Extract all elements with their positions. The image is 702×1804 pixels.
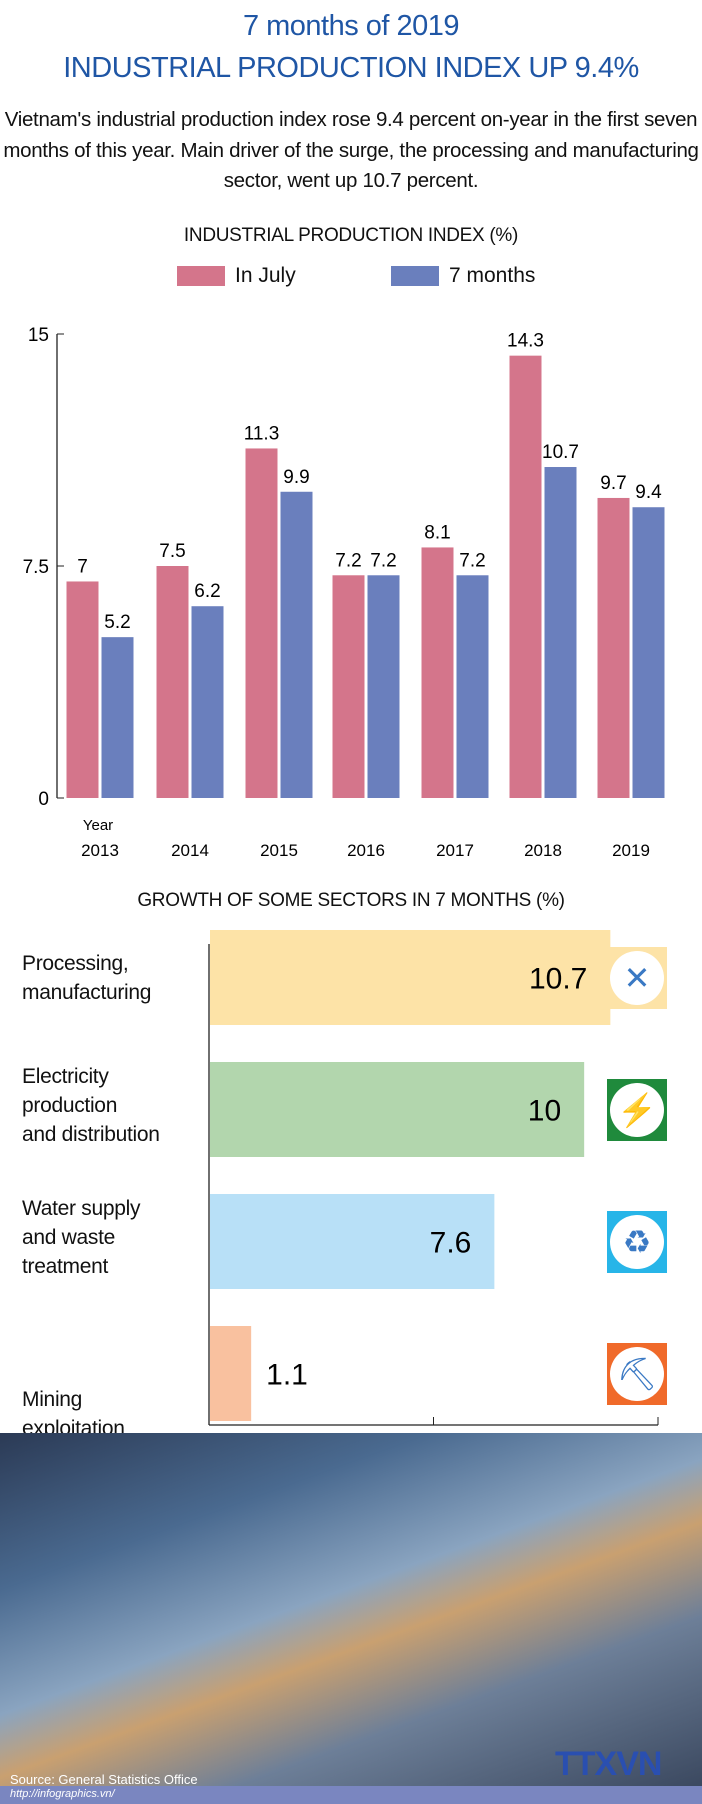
bar-july-2016 — [332, 575, 365, 798]
x-tick-label: 2016 — [347, 841, 385, 860]
data-label: 9.4 — [635, 482, 662, 503]
bar-july-2013 — [66, 581, 99, 798]
legend-swatch — [391, 266, 439, 286]
ttxvn-logo: TTXVN — [555, 1745, 662, 1783]
recycle-icon: ♻ — [607, 1210, 667, 1273]
data-label: 10.7 — [542, 442, 579, 463]
chart2-title: GROWTH OF SOME SECTORS IN 7 MONTHS (%) — [137, 890, 565, 911]
data-label: 1.1 — [266, 1359, 308, 1392]
sector-label-line: treatment — [22, 1255, 109, 1278]
bar-power-plant — [210, 1062, 585, 1157]
data-label: 10.7 — [529, 963, 587, 996]
bar-mine-cart — [210, 1326, 252, 1421]
data-label: 7.5 — [159, 541, 185, 562]
x-tick-label: 2014 — [171, 841, 209, 860]
legend-in-july: In July — [177, 264, 296, 288]
legend-label: 7 months — [449, 264, 536, 287]
factory-photo — [0, 1433, 702, 1804]
title-line-2: INDUSTRIAL PRODUCTION INDEX UP 9.4% — [63, 52, 639, 84]
bar-july-2014 — [156, 566, 189, 798]
bar-july-2015 — [245, 448, 278, 798]
y-tick-label: 0 — [38, 789, 49, 810]
bar-7months-2016 — [367, 575, 400, 798]
chart1-svg: 0 7.5 15 7 5.2 2013 7.5 6.2 2014 11.3 9.9 2015 7.2 7.… — [23, 325, 665, 860]
bar-7months-2019 — [632, 507, 665, 798]
power-plant-icon: ⚡ — [607, 1078, 667, 1141]
bar-7months-2018 — [544, 467, 577, 798]
mine-cart-icon: ⛏ — [607, 1342, 667, 1405]
data-label: 7.2 — [335, 550, 361, 571]
x-tick-label: 2019 — [612, 841, 650, 860]
sector-label: Water supply and waste treatment — [22, 1194, 140, 1281]
bar-tools — [210, 930, 611, 1025]
sector-label-line: production — [22, 1094, 118, 1117]
bar-7months-2017 — [456, 575, 489, 798]
data-label: 9.7 — [600, 473, 626, 494]
data-label: 11.3 — [244, 423, 280, 444]
x-tick-label: 2013 — [81, 841, 119, 860]
data-label: 7 — [77, 556, 88, 577]
data-label: 6.2 — [194, 581, 220, 602]
sector-label-line: manufacturing — [22, 980, 152, 1004]
data-label: 14.3 — [507, 331, 544, 352]
data-label: 7.6 — [430, 1227, 472, 1260]
sector-label-line: and distribution — [22, 1123, 160, 1146]
y-tick-label: 7.5 — [23, 557, 49, 578]
source-text: Source: General Statistics Office — [10, 1772, 198, 1787]
x-tick-label: 2018 — [524, 841, 562, 860]
y-tick-label: 15 — [28, 325, 49, 346]
sector-label: Processing, manufacturing — [22, 949, 151, 1007]
bar-7months-2015 — [280, 491, 313, 798]
bar-7months-2014 — [191, 606, 224, 798]
bar-7months-2013 — [101, 637, 134, 798]
data-label: 7.2 — [459, 550, 485, 571]
bar-recycle — [210, 1194, 495, 1289]
bar-july-2017 — [421, 547, 454, 798]
chart1-title: INDUSTRIAL PRODUCTION INDEX (%) — [183, 225, 519, 246]
data-label: 8.1 — [424, 522, 450, 543]
sector-label-line: Electricity — [22, 1065, 109, 1088]
data-label: 9.9 — [283, 467, 309, 488]
url-link[interactable]: http://infographics.vn/ — [10, 1788, 115, 1800]
sector-label-line: Water supply — [22, 1197, 141, 1220]
url-bar — [0, 1786, 702, 1804]
tools-icon: ✕ — [607, 946, 667, 1009]
legend-7-months: 7 months — [391, 264, 535, 288]
x-axis-label: Year — [83, 817, 113, 834]
intro-paragraph: Vietnam's industrial production index ro… — [3, 108, 699, 192]
sector-label-line: Mining — [22, 1388, 83, 1411]
title-line-1: 7 months of 2019 — [242, 10, 460, 42]
x-tick-label: 2017 — [436, 841, 474, 860]
data-label: 5.2 — [104, 612, 130, 633]
data-label: 7.2 — [370, 550, 396, 571]
sector-label-line: and waste — [22, 1226, 116, 1249]
bar-july-2019 — [597, 497, 630, 798]
data-label: 10 — [528, 1095, 561, 1128]
legend-label: In July — [235, 264, 296, 287]
sector-label: Electricity production and distribution — [22, 1062, 160, 1149]
x-tick-label: 2015 — [260, 841, 298, 860]
legend-swatch — [177, 266, 225, 286]
sector-label-line: Processing, — [22, 951, 129, 975]
bar-july-2018 — [509, 355, 542, 798]
